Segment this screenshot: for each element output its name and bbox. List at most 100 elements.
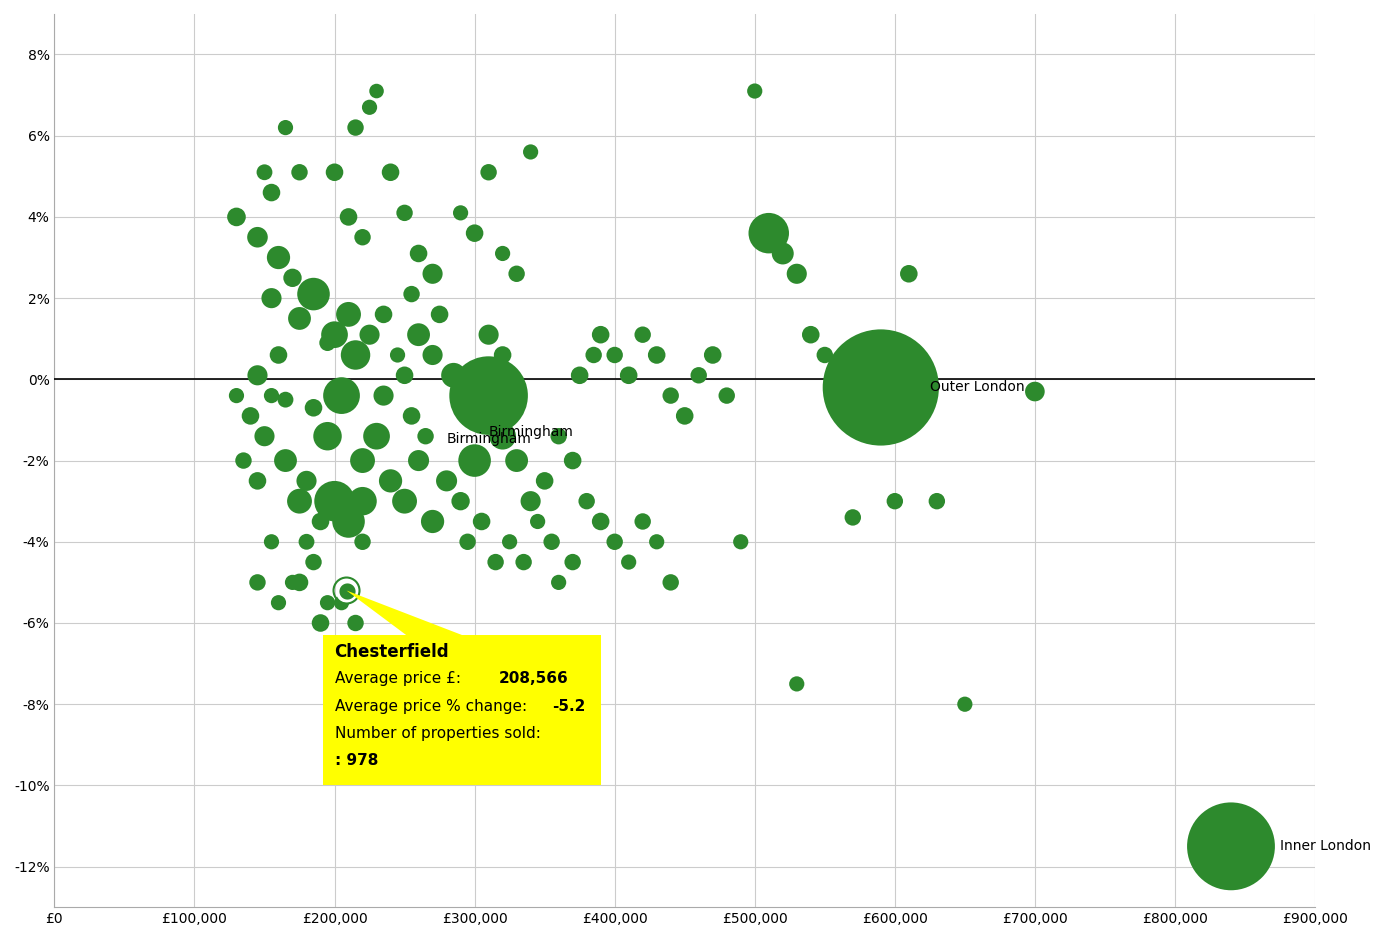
Point xyxy=(785,677,808,692)
Point xyxy=(246,229,268,244)
Point xyxy=(331,595,353,610)
Point xyxy=(730,534,752,549)
Point xyxy=(520,494,542,509)
Point xyxy=(926,494,948,509)
Point xyxy=(407,246,430,261)
Point xyxy=(771,246,794,261)
Point xyxy=(589,514,612,529)
Point xyxy=(954,697,976,712)
Point xyxy=(716,388,738,403)
Point xyxy=(421,348,443,363)
Point xyxy=(296,474,318,489)
Point xyxy=(506,266,528,281)
Text: Inner London: Inner London xyxy=(1280,839,1371,854)
Point xyxy=(296,534,318,549)
Polygon shape xyxy=(346,590,463,635)
Point xyxy=(492,429,514,444)
Point xyxy=(324,327,346,342)
Point xyxy=(478,388,500,403)
Point xyxy=(352,494,374,509)
Point xyxy=(345,348,367,363)
Point xyxy=(589,327,612,342)
Point xyxy=(274,453,296,468)
Point xyxy=(366,84,388,99)
Point xyxy=(352,453,374,468)
Point xyxy=(421,514,443,529)
Point xyxy=(513,555,535,570)
Text: Average price % change:: Average price % change: xyxy=(335,698,531,713)
Point xyxy=(414,429,436,444)
Point xyxy=(338,514,360,529)
Point xyxy=(463,453,485,468)
Point xyxy=(352,229,374,244)
Point xyxy=(225,388,247,403)
Point xyxy=(506,453,528,468)
Point xyxy=(393,494,416,509)
Point xyxy=(288,164,310,180)
Point xyxy=(582,348,605,363)
Point xyxy=(373,388,395,403)
Point xyxy=(281,271,303,286)
Point xyxy=(303,400,325,415)
Point xyxy=(548,575,570,590)
Point xyxy=(842,509,865,525)
Point xyxy=(548,429,570,444)
Point xyxy=(660,388,682,403)
Point xyxy=(331,388,353,403)
Point xyxy=(744,84,766,99)
Point xyxy=(1024,384,1047,400)
Point xyxy=(520,145,542,160)
Point xyxy=(575,494,598,509)
Point xyxy=(274,392,296,407)
Point xyxy=(324,494,346,509)
Point xyxy=(288,575,310,590)
Point xyxy=(674,408,696,423)
Bar xyxy=(324,635,600,786)
Point xyxy=(442,368,464,383)
Point xyxy=(645,534,667,549)
Point xyxy=(562,453,584,468)
Point xyxy=(260,290,282,306)
Point xyxy=(534,474,556,489)
Point xyxy=(303,555,325,570)
Point xyxy=(492,348,514,363)
Point xyxy=(338,306,360,321)
Point xyxy=(470,514,492,529)
Text: : 978: : 978 xyxy=(335,753,378,768)
Point xyxy=(569,368,591,383)
Point xyxy=(253,164,275,180)
Point xyxy=(688,368,710,383)
Point xyxy=(407,327,430,342)
Text: -5.2: -5.2 xyxy=(552,698,585,713)
Point xyxy=(379,474,402,489)
Point xyxy=(478,327,500,342)
Point xyxy=(562,555,584,570)
Point xyxy=(260,388,282,403)
Point xyxy=(267,595,289,610)
Point xyxy=(267,348,289,363)
Point xyxy=(617,368,639,383)
Point xyxy=(310,616,332,631)
Point xyxy=(478,164,500,180)
Point xyxy=(631,514,653,529)
Point xyxy=(492,246,514,261)
Point xyxy=(310,514,332,529)
Point xyxy=(603,534,626,549)
Text: Average price £:: Average price £: xyxy=(335,671,466,686)
Point xyxy=(449,205,471,220)
Point xyxy=(225,210,247,225)
Text: Birmingham: Birmingham xyxy=(489,425,574,439)
Point xyxy=(463,226,485,241)
Point xyxy=(799,327,821,342)
Point xyxy=(281,575,303,590)
Text: 208,566: 208,566 xyxy=(499,671,569,686)
Text: Chesterfield: Chesterfield xyxy=(335,643,449,661)
Point xyxy=(449,494,471,509)
Point xyxy=(400,287,423,302)
Point xyxy=(260,185,282,200)
Point xyxy=(1220,838,1243,854)
Point xyxy=(373,306,395,321)
Point xyxy=(702,348,724,363)
Point xyxy=(317,429,339,444)
Point xyxy=(603,348,626,363)
